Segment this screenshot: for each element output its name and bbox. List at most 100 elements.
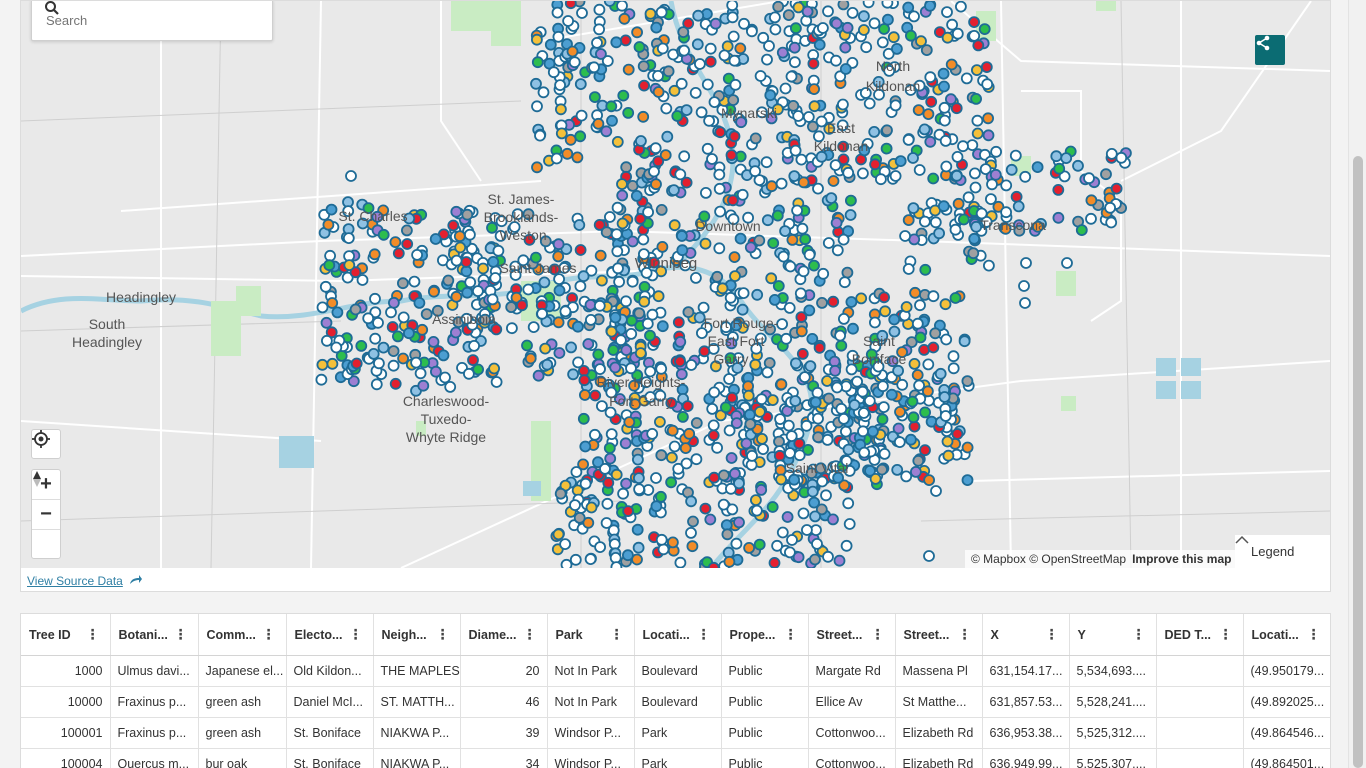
- table-row[interactable]: 10000 Fraxinus p... green ash Daniel McI...…: [21, 686, 1330, 718]
- tree-point[interactable]: [620, 161, 633, 174]
- tree-point[interactable]: [785, 70, 798, 83]
- tree-point[interactable]: [811, 538, 823, 550]
- tree-point[interactable]: [697, 301, 710, 314]
- tree-point[interactable]: [905, 29, 917, 42]
- tree-point[interactable]: [668, 84, 681, 97]
- tree-point[interactable]: [619, 34, 632, 47]
- tree-point[interactable]: [570, 466, 583, 478]
- tree-point[interactable]: [960, 72, 973, 85]
- tree-point[interactable]: [646, 427, 659, 440]
- tree-point[interactable]: [677, 26, 690, 39]
- tree-point[interactable]: [922, 108, 935, 120]
- tree-point[interactable]: [391, 330, 404, 343]
- tree-point[interactable]: [444, 380, 457, 393]
- tree-point[interactable]: [678, 44, 690, 57]
- tree-point[interactable]: [611, 201, 624, 214]
- tree-point[interactable]: [638, 295, 651, 308]
- tree-point[interactable]: [660, 102, 673, 115]
- tree-point[interactable]: [885, 388, 898, 401]
- tree-point[interactable]: [797, 176, 810, 189]
- tree-point[interactable]: [728, 251, 741, 264]
- tree-point[interactable]: [368, 248, 381, 261]
- tree-point[interactable]: [1010, 190, 1023, 203]
- tree-point[interactable]: [876, 463, 888, 476]
- tree-point[interactable]: [595, 48, 607, 60]
- tree-point[interactable]: [487, 255, 500, 268]
- tree-point[interactable]: [674, 335, 687, 348]
- tree-point[interactable]: [808, 496, 820, 509]
- tree-point[interactable]: [681, 400, 694, 413]
- tree-point[interactable]: [584, 553, 597, 565]
- tree-point[interactable]: [356, 217, 369, 230]
- tree-point[interactable]: [788, 473, 800, 486]
- tree-point[interactable]: [821, 433, 834, 446]
- tree-point[interactable]: [724, 291, 737, 304]
- tree-point[interactable]: [620, 344, 633, 357]
- tree-point[interactable]: [840, 539, 853, 552]
- tree-point[interactable]: [369, 292, 381, 305]
- tree-point[interactable]: [674, 168, 687, 181]
- tree-point[interactable]: [609, 361, 622, 374]
- tree-point[interactable]: [1013, 224, 1026, 237]
- tree-point[interactable]: [562, 15, 574, 27]
- tree-point[interactable]: [703, 114, 715, 127]
- tree-point[interactable]: [923, 550, 935, 562]
- tree-point[interactable]: [606, 114, 618, 127]
- tree-point[interactable]: [957, 213, 970, 226]
- tree-point[interactable]: [564, 133, 577, 146]
- tree-point[interactable]: [749, 132, 762, 145]
- tree-point[interactable]: [589, 428, 601, 441]
- tree-point[interactable]: [655, 6, 668, 19]
- tree-point[interactable]: [617, 487, 629, 500]
- tree-point[interactable]: [735, 116, 747, 129]
- tree-point[interactable]: [552, 316, 565, 329]
- tree-point[interactable]: [725, 149, 738, 162]
- tree-point[interactable]: [962, 191, 975, 204]
- search-input[interactable]: [44, 11, 228, 29]
- tree-point[interactable]: [837, 412, 850, 425]
- tree-point[interactable]: [817, 22, 829, 34]
- tree-point[interactable]: [946, 18, 958, 31]
- tree-point[interactable]: [696, 327, 708, 340]
- tree-point[interactable]: [825, 192, 838, 205]
- tree-point[interactable]: [530, 77, 542, 90]
- tree-point[interactable]: [612, 262, 624, 275]
- tree-point[interactable]: [534, 129, 546, 142]
- tree-point[interactable]: [701, 78, 714, 91]
- column-header[interactable]: Electo... ⋮: [286, 614, 374, 656]
- tree-point[interactable]: [316, 358, 329, 371]
- column-header[interactable]: Park ⋮: [547, 614, 635, 656]
- tree-point[interactable]: [605, 325, 618, 338]
- tree-point[interactable]: [679, 259, 692, 272]
- tree-point[interactable]: [786, 534, 798, 546]
- column-header[interactable]: X ⋮: [982, 614, 1070, 656]
- tree-point[interactable]: [827, 513, 839, 526]
- tree-point[interactable]: [565, 341, 577, 354]
- tree-point[interactable]: [878, 447, 891, 460]
- tree-point[interactable]: [737, 287, 750, 300]
- tree-point[interactable]: [690, 417, 703, 429]
- tree-point[interactable]: [367, 347, 380, 360]
- tree-point[interactable]: [808, 83, 820, 95]
- tree-point[interactable]: [625, 362, 637, 375]
- tree-point[interactable]: [925, 95, 938, 108]
- tree-point[interactable]: [718, 49, 731, 62]
- tree-point[interactable]: [734, 232, 747, 245]
- tree-point[interactable]: [611, 245, 624, 258]
- tree-point[interactable]: [934, 367, 947, 380]
- tree-point[interactable]: [726, 1, 739, 12]
- tree-point[interactable]: [560, 558, 573, 568]
- tree-point[interactable]: [416, 323, 429, 336]
- tree-point[interactable]: [726, 11, 739, 24]
- tree-point[interactable]: [841, 21, 854, 34]
- tree-point[interactable]: [779, 225, 791, 238]
- map-canvas[interactable]: North Kildonan Mynarski East Kildonan St. Cha…: [21, 1, 1330, 568]
- table-row[interactable]: 1000 Ulmus davi... Japanese el... Old Kildo…: [21, 655, 1330, 687]
- tree-point[interactable]: [1000, 179, 1013, 192]
- tree-point[interactable]: [622, 505, 634, 518]
- tree-point[interactable]: [626, 275, 639, 288]
- tree-point[interactable]: [460, 312, 473, 325]
- tree-point[interactable]: [889, 170, 902, 182]
- tree-point[interactable]: [655, 533, 668, 546]
- zoom-out-button[interactable]: −: [32, 500, 60, 530]
